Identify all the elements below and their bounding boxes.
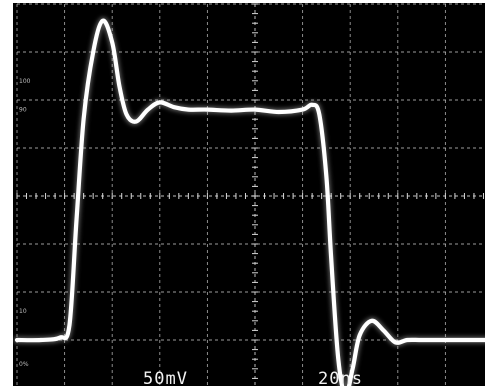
signal-trace-core [16, 20, 485, 386]
volts-per-division-label: 50mV [143, 369, 188, 389]
time-per-division-label: 20ns [318, 369, 363, 389]
graticule-percent-label: 0% [19, 361, 29, 368]
graticule-labels: 100 90 10 0% [19, 78, 31, 368]
signal-trace [13, 17, 485, 386]
graticule-percent-label: 10 [19, 308, 27, 315]
graticule-percent-label: 100 [19, 78, 31, 85]
graticule-percent-label: 90 [19, 107, 27, 114]
